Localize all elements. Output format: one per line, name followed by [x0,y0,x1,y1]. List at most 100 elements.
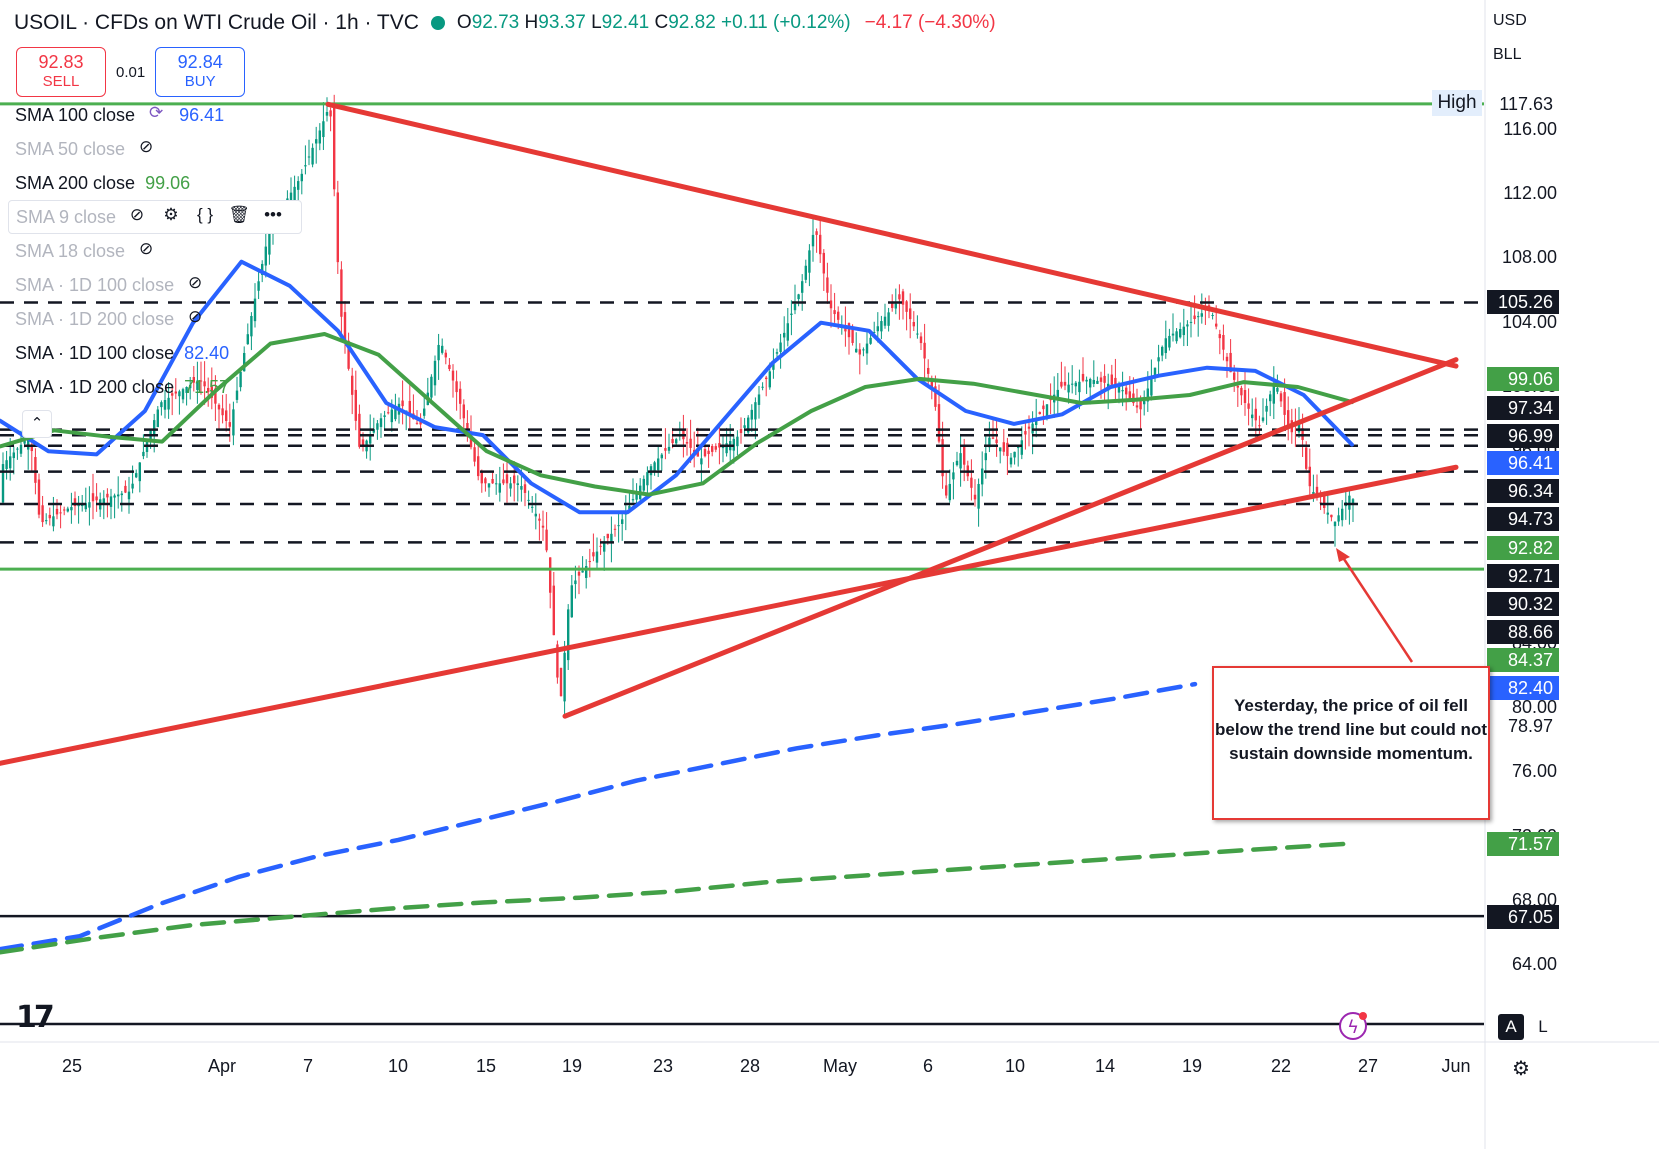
symbol-title[interactable]: USOIL · CFDs on WTI Crude Oil · 1h · TVC [14,11,419,34]
candle-body [459,388,462,404]
eye-hidden-icon[interactable]: ⊘ [129,205,145,224]
candle-body [419,420,422,425]
candle-body [1139,399,1142,410]
candle-body [970,477,973,488]
candle-body [1006,442,1009,457]
candle-body [1153,367,1157,379]
candle-body [523,484,527,493]
legend-sma-1d-100-hidden[interactable]: SMA · 1D 100 close ⊘ [8,268,302,302]
candle-body [1186,324,1189,327]
candle-body [1351,499,1355,504]
indicator-legend: SMA 100 close ⟳ 96.41 SMA 50 close ⊘ SMA… [8,98,302,404]
sma-1d-100-line [0,681,1198,952]
candle-body [1128,391,1131,399]
legend-sma50[interactable]: SMA 50 close ⊘ [8,132,302,166]
candle-body [1175,331,1178,342]
candle-body [815,231,818,235]
legend-sma18[interactable]: SMA 18 close ⊘ [8,234,302,268]
more-icon[interactable]: ••• [264,205,282,224]
trash-icon[interactable]: 🗑 [228,205,250,224]
change-value: +0.11 (+0.12%) [721,12,851,33]
legend-sma-1d-100-value: 82.40 [184,342,230,363]
candle-body [653,462,656,473]
candle-body [66,508,69,512]
candle-body [390,409,393,423]
candle-body [55,508,59,515]
eye-hidden-icon[interactable]: ⊘ [138,137,154,156]
time-tick-label: 14 [1094,1056,1116,1076]
candle-body [293,186,296,202]
candle-body [999,447,1002,452]
candle-body [873,332,876,334]
candle-body [1045,404,1049,417]
legend-sma-1d-100[interactable]: SMA · 1D 100 close 82.40 [15,342,230,363]
candle-body [484,478,487,484]
log-scale-button[interactable]: L [1538,1017,1548,1036]
collapse-legend-chevron-up-icon[interactable]: ⌃ [22,410,52,438]
buy-price: 92.84 [177,52,223,72]
candle-body [959,453,962,469]
candle-body [869,337,872,344]
candle-body [563,652,566,702]
candle-body [444,352,447,358]
candle-body [909,308,912,320]
candle-body [106,493,109,498]
price-label: 96.41 [1487,451,1559,475]
eye-hidden-icon[interactable]: ⊘ [138,239,154,258]
lower-trend [0,464,1459,766]
settings-icon[interactable]: ⚙ [163,205,179,224]
plot-area [0,94,1484,1026]
candle-body [77,505,80,507]
legend-sma100[interactable]: SMA 100 close ⟳ 96.41 [8,98,302,132]
legend-sma-1d-200-hidden[interactable]: SMA · 1D 200 close ⊘ [8,302,302,336]
candle-body [747,417,750,433]
candle-body [916,333,919,335]
candle-body [628,505,631,510]
candle-body [225,410,228,422]
candle-body [1247,403,1250,409]
currency-usd[interactable]: USD [1493,12,1527,29]
candle-body [304,165,307,167]
candle-body [991,437,995,439]
candle-body [12,452,15,459]
tradingview-logo[interactable]: 17 [16,1000,55,1035]
source-code-icon[interactable]: { } [197,205,214,224]
candle-body [232,409,235,436]
legend-sma-1d-200[interactable]: SMA · 1D 200 close 71.57 [15,376,230,397]
time-tick-label: 10 [387,1056,409,1076]
candle-body [113,495,116,498]
candle-body [1078,381,1081,393]
candle-body [1243,390,1247,404]
annotation-arrow [1340,555,1414,663]
candle-body [783,332,786,338]
candle-body [750,409,753,420]
legend-sma200[interactable]: SMA 200 close 99.06 [15,172,191,193]
eye-hidden-icon[interactable]: ⊘ [187,273,203,292]
unit-bll[interactable]: BLL [1493,46,1522,63]
candle-body [333,107,336,190]
candle-body [30,444,33,452]
candle-body [300,173,303,182]
candle-body [898,294,901,300]
candle-body [1279,393,1283,402]
candle-body [174,391,177,394]
candle-body [534,513,537,517]
refresh-icon[interactable]: ⟳ [148,103,164,122]
candle-body [203,381,206,387]
candle-body [124,485,127,493]
buy-label: BUY [184,73,216,90]
candle-body [37,479,41,515]
price-label: 92.71 [1487,564,1559,588]
legend-sma9[interactable]: SMA 9 close ⊘ ⚙ { } 🗑 ••• [8,200,302,234]
candle-body [1225,356,1229,362]
eye-hidden-icon[interactable]: ⊘ [187,307,203,326]
candle-body [793,303,797,311]
buy-button[interactable]: 92.84 BUY [155,47,246,97]
auto-scale-button[interactable]: A [1498,1014,1524,1040]
settings-gear-icon[interactable]: ⚙ [1512,1058,1530,1080]
candle-body [894,303,897,309]
candle-body [45,520,48,522]
sell-button[interactable]: 92.83 SELL [16,47,106,97]
candle-body [1182,326,1185,336]
